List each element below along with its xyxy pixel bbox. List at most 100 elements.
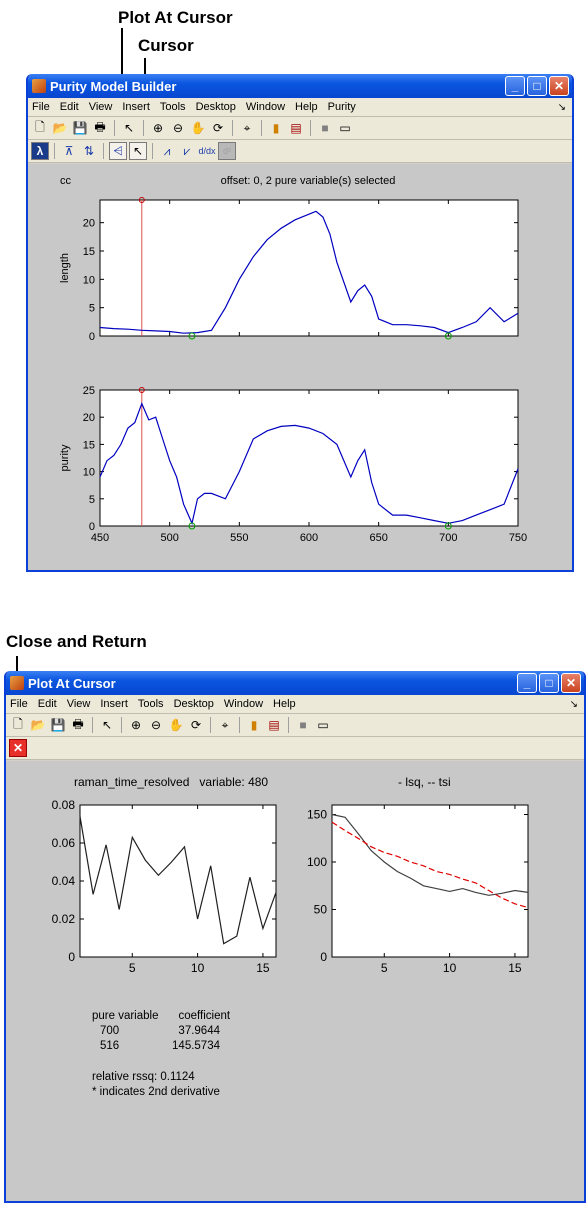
pointer-icon[interactable]: ↖ bbox=[123, 121, 135, 135]
annotation-cursor: Cursor bbox=[138, 36, 194, 55]
derivative-icon[interactable]: d/dx bbox=[198, 146, 216, 156]
menu-edit[interactable]: Edit bbox=[59, 101, 79, 113]
menu-edit[interactable]: Edit bbox=[37, 698, 57, 710]
window2-close-toolbar: ✕ bbox=[6, 737, 584, 760]
legend-icon[interactable]: ▤ bbox=[268, 718, 280, 732]
toolbar-separator bbox=[54, 143, 55, 159]
zoom-out-icon[interactable]: ⊖ bbox=[150, 718, 162, 732]
menu-view[interactable]: View bbox=[66, 698, 91, 710]
menu-purity[interactable]: Purity bbox=[327, 101, 356, 113]
table-row: 700 37.9644 bbox=[92, 1024, 230, 1039]
right-plot-title: - lsq, -- tsi bbox=[398, 775, 451, 789]
new-file-icon[interactable]: 🗋 bbox=[13, 716, 23, 731]
menu-insert[interactable]: Insert bbox=[122, 101, 150, 113]
minimize-button[interactable]: _ bbox=[505, 76, 525, 96]
derivative-disabled-icon[interactable]: d² bbox=[218, 142, 236, 160]
menu-window[interactable]: Window bbox=[245, 101, 286, 113]
pan-hand-icon[interactable]: ✋ bbox=[190, 121, 206, 135]
show-tools-icon[interactable]: ▭ bbox=[339, 121, 351, 135]
maximize-button[interactable]: □ bbox=[539, 673, 559, 693]
menu-desktop[interactable]: Desktop bbox=[195, 101, 236, 113]
menubar-dock-icon[interactable]: ↘ bbox=[557, 101, 566, 113]
data-cursor-icon[interactable]: ⌖ bbox=[221, 717, 229, 732]
window2-title: Plot At Cursor bbox=[28, 675, 116, 691]
save-icon[interactable]: 💾 bbox=[50, 718, 66, 732]
menu-view[interactable]: View bbox=[88, 101, 113, 113]
print-icon[interactable]: 🖶 bbox=[72, 716, 84, 731]
open-folder-icon[interactable]: 📂 bbox=[52, 121, 68, 135]
menubar-dock-icon[interactable]: ↘ bbox=[569, 698, 578, 710]
x-tick-label: 450 bbox=[91, 532, 109, 544]
zoom-in-icon[interactable]: ⊕ bbox=[130, 718, 142, 732]
open-folder-icon[interactable]: 📂 bbox=[30, 718, 46, 732]
y-tick-label: 0.02 bbox=[52, 912, 76, 926]
rotate-icon[interactable]: ⟳ bbox=[212, 121, 224, 135]
maximize-button[interactable]: □ bbox=[527, 76, 547, 96]
swap-icon[interactable]: ⇅ bbox=[83, 144, 95, 158]
menu-tools[interactable]: Tools bbox=[159, 101, 186, 113]
plot-frame bbox=[99, 389, 519, 527]
toolbar-separator bbox=[92, 717, 93, 733]
menu-help[interactable]: Help bbox=[295, 101, 318, 113]
menu-file[interactable]: File bbox=[32, 101, 50, 113]
pan-hand-icon[interactable]: ✋ bbox=[168, 718, 184, 732]
close-and-return-icon[interactable]: ✕ bbox=[9, 739, 27, 757]
window1-titlebar[interactable]: Purity Model Builder _ □ ✕ bbox=[28, 74, 572, 98]
legend-icon[interactable]: ▤ bbox=[290, 121, 302, 135]
hide-tools-icon[interactable]: ■ bbox=[299, 718, 307, 732]
cursor-marker bbox=[138, 197, 145, 203]
window2-titlebar[interactable]: Plot At Cursor _ □ ✕ bbox=[6, 671, 584, 695]
lambda-icon[interactable]: λ bbox=[31, 142, 49, 160]
toolbar-separator bbox=[210, 717, 211, 733]
show-tools-icon[interactable]: ▭ bbox=[317, 718, 329, 732]
close-button[interactable]: ✕ bbox=[561, 673, 581, 693]
rotate-icon[interactable]: ⟳ bbox=[190, 718, 202, 732]
close-button[interactable]: ✕ bbox=[549, 76, 569, 96]
new-file-icon[interactable]: 🗋 bbox=[35, 119, 45, 134]
x-tick-label: 10 bbox=[443, 961, 457, 975]
colorbar-icon[interactable]: ▮ bbox=[250, 718, 258, 732]
matlab-icon bbox=[32, 79, 46, 93]
window1-title: Purity Model Builder bbox=[50, 78, 177, 94]
spectrum-up-icon[interactable]: ⩘ bbox=[163, 143, 171, 158]
save-icon[interactable]: 💾 bbox=[72, 121, 88, 135]
spectrum-down-icon[interactable]: ⩗ bbox=[183, 143, 191, 158]
minimize-button[interactable]: _ bbox=[517, 673, 537, 693]
x-tick-label: 650 bbox=[369, 532, 387, 544]
zoom-in-icon[interactable]: ⊕ bbox=[152, 121, 164, 135]
pointer-icon[interactable]: ↖ bbox=[101, 718, 113, 732]
y-tick-label: 0 bbox=[89, 331, 95, 343]
table-cell-variable: 516 bbox=[100, 1040, 120, 1052]
y-tick-label: 0 bbox=[68, 950, 75, 964]
y-tick-label: 150 bbox=[307, 808, 327, 822]
x-tick-label: 5 bbox=[381, 961, 388, 975]
menu-tools[interactable]: Tools bbox=[137, 698, 164, 710]
colorbar-icon[interactable]: ▮ bbox=[272, 121, 280, 135]
y-tick-label: 0.06 bbox=[52, 836, 76, 850]
y-tick-label: 0 bbox=[320, 950, 327, 964]
menu-window[interactable]: Window bbox=[223, 698, 264, 710]
y-tick-label: 100 bbox=[307, 855, 327, 869]
y-tick-label: 10 bbox=[83, 274, 95, 286]
y-tick-label: 20 bbox=[83, 218, 95, 230]
menu-help[interactable]: Help bbox=[273, 698, 296, 710]
hide-tools-icon[interactable]: ■ bbox=[321, 121, 329, 135]
toolbar-separator bbox=[232, 120, 233, 136]
cursor-icon[interactable]: ↖ bbox=[129, 142, 147, 160]
menu-desktop[interactable]: Desktop bbox=[173, 698, 214, 710]
toolbar-separator bbox=[288, 717, 289, 733]
y-tick-label: 10 bbox=[83, 467, 95, 479]
zoom-out-icon[interactable]: ⊖ bbox=[172, 121, 184, 135]
data-cursor-icon[interactable]: ⌖ bbox=[243, 120, 251, 135]
toolbar-separator bbox=[152, 143, 153, 159]
menu-insert[interactable]: Insert bbox=[100, 698, 128, 710]
plot-at-cursor-icon[interactable]: ⩤ bbox=[109, 142, 127, 160]
x-tick-label: 15 bbox=[508, 961, 522, 975]
pin-icon[interactable]: ⊼ bbox=[64, 144, 74, 158]
print-icon[interactable]: 🖶 bbox=[94, 119, 106, 134]
y-tick-label: 25 bbox=[83, 385, 95, 397]
x-tick-label: 15 bbox=[256, 961, 270, 975]
pure-variable-marker bbox=[444, 332, 452, 340]
menu-file[interactable]: File bbox=[10, 698, 28, 710]
